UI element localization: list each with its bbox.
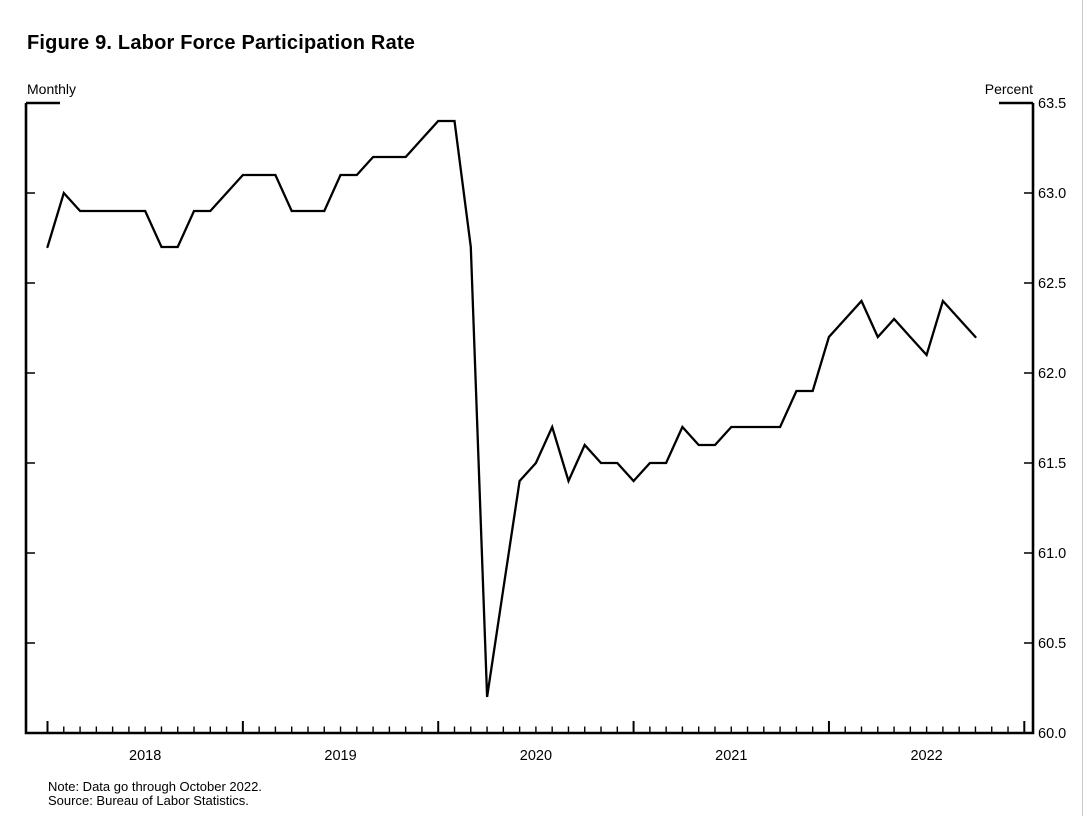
figure-notes: Note: Data go through October 2022. Sour… <box>48 780 262 807</box>
y-tick-label: 60.0 <box>1038 726 1066 742</box>
x-year-label: 2018 <box>129 748 161 764</box>
note-line: Note: Data go through October 2022. <box>48 779 262 794</box>
x-year-label: 2022 <box>910 748 942 764</box>
y-tick-label: 60.5 <box>1038 636 1066 652</box>
y-tick-label: 61.0 <box>1038 546 1066 562</box>
page-edge-line <box>1082 0 1083 816</box>
y-tick-label: 61.5 <box>1038 456 1066 472</box>
frequency-label: Monthly <box>27 81 77 97</box>
y-tick-label: 62.0 <box>1038 366 1066 382</box>
x-year-label: 2019 <box>324 748 356 764</box>
source-line: Source: Bureau of Labor Statistics. <box>48 792 249 808</box>
figure-title: Figure 9. Labor Force Participation Rate <box>27 32 416 54</box>
y-tick-label: 63.5 <box>1038 96 1066 112</box>
y-tick-label: 62.5 <box>1038 276 1066 292</box>
x-year-label: 2021 <box>715 748 747 764</box>
y-tick-label: 63.0 <box>1038 186 1066 202</box>
axis-frame <box>24 103 1035 735</box>
x-year-label: 2020 <box>520 748 552 764</box>
lfpr-series-line <box>46 119 977 698</box>
unit-label: Percent <box>984 81 1033 97</box>
